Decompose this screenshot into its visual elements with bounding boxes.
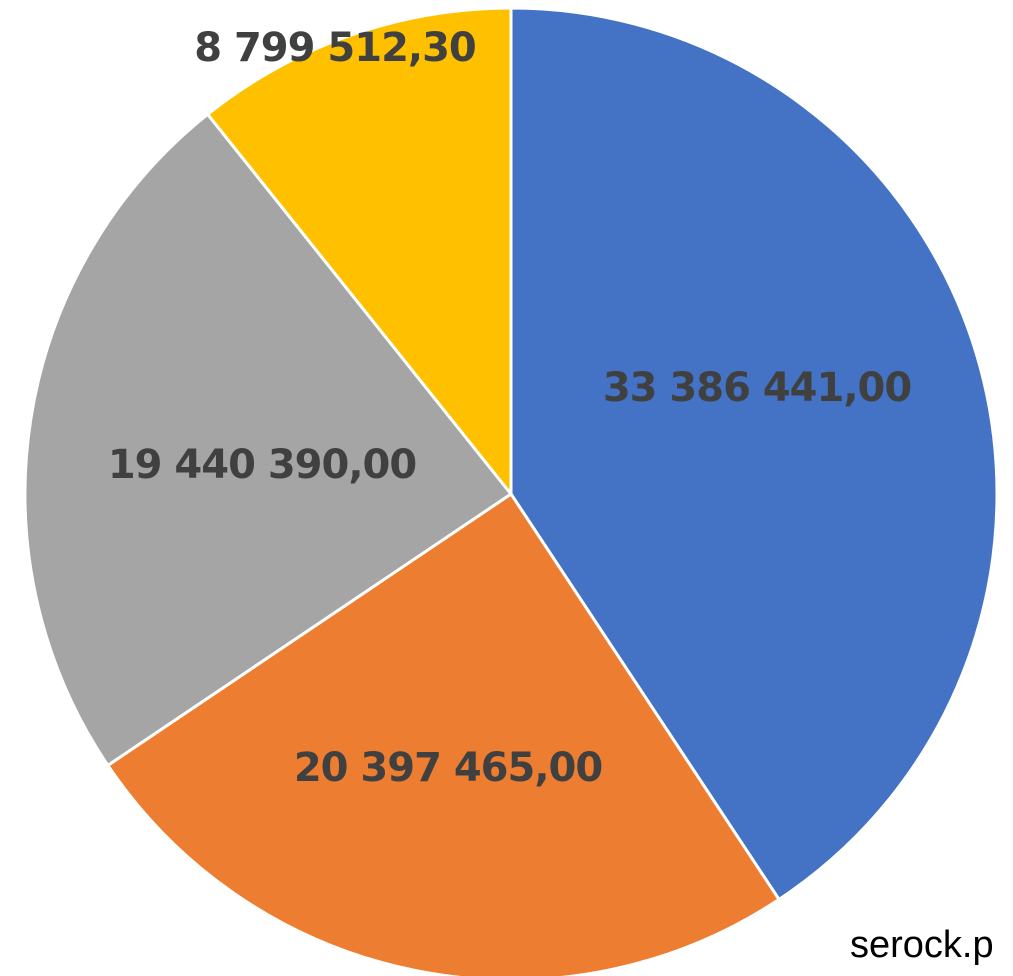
pie-slice <box>205 6 513 499</box>
pie-slice <box>23 112 514 768</box>
value-label: 20 397 465,00 <box>294 745 602 791</box>
pie-slice <box>105 491 782 976</box>
value-labels: 33 386 441,00 20 397 465,00 19 440 390,00 8… <box>108 25 912 791</box>
value-label: 33 386 441,00 <box>603 365 911 411</box>
value-label: 8 799 512,30 <box>194 25 476 71</box>
pie <box>23 6 999 976</box>
value-label: 19 440 390,00 <box>108 442 416 488</box>
watermark: serock.p <box>850 924 994 966</box>
